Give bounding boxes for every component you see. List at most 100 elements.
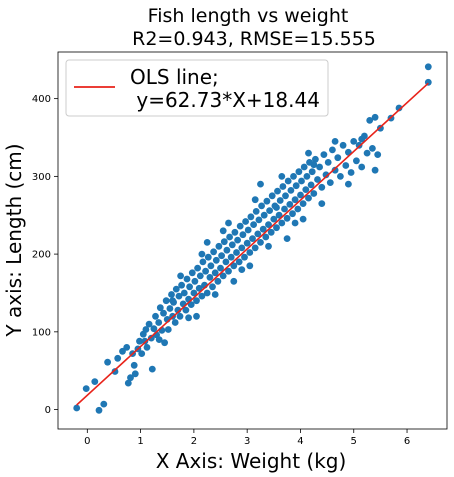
y-tick-label: 100	[32, 327, 51, 338]
data-point	[91, 378, 98, 385]
data-point	[278, 220, 285, 227]
data-point	[177, 273, 184, 280]
data-point	[149, 366, 156, 373]
data-point	[280, 183, 287, 190]
legend-label-line1: OLS line;	[130, 65, 219, 89]
data-point	[300, 216, 307, 223]
data-point	[172, 319, 179, 326]
data-point	[296, 168, 303, 175]
data-point	[138, 350, 145, 357]
data-point	[237, 223, 244, 230]
x-tick-label: 5	[351, 436, 357, 447]
data-point	[302, 186, 309, 193]
data-point	[194, 265, 201, 272]
data-point	[294, 206, 301, 213]
legend-label-line2: y=62.73*X+18.44	[130, 88, 320, 112]
data-point	[250, 221, 257, 228]
data-point	[223, 259, 230, 266]
y-tick-label: 400	[32, 94, 51, 105]
data-point	[230, 278, 237, 285]
data-point	[186, 283, 193, 290]
data-point	[200, 259, 207, 266]
data-point	[293, 182, 300, 189]
data-point	[83, 385, 90, 392]
data-point	[207, 274, 214, 281]
data-point	[193, 313, 200, 320]
data-point	[372, 114, 379, 121]
data-point	[309, 168, 316, 175]
data-point	[114, 355, 121, 362]
y-tick-label: 300	[32, 172, 51, 183]
y-axis-label: Y axis: Length (cm)	[2, 143, 26, 337]
data-point	[257, 239, 264, 246]
data-point	[218, 252, 225, 259]
data-point	[199, 251, 206, 258]
data-point	[155, 319, 162, 326]
data-point	[266, 207, 273, 214]
data-point	[167, 305, 174, 312]
data-point	[212, 291, 219, 298]
x-tick-label: 3	[244, 436, 250, 447]
data-point	[123, 344, 130, 351]
y-tick-label: 200	[32, 250, 51, 261]
x-tick-label: 4	[297, 436, 303, 447]
data-point	[261, 212, 268, 219]
data-point	[318, 200, 325, 207]
data-point	[232, 229, 239, 236]
data-point	[143, 326, 150, 333]
chart-title-line1: Fish length vs weight	[148, 5, 349, 27]
y-tick-label: 0	[45, 405, 51, 416]
data-point	[226, 234, 233, 241]
data-point	[288, 187, 295, 194]
data-point	[229, 241, 236, 248]
data-point	[192, 278, 199, 285]
data-point	[342, 162, 349, 169]
data-point	[100, 401, 107, 408]
data-point	[221, 238, 228, 245]
data-point	[345, 181, 352, 188]
data-point	[364, 150, 371, 157]
data-point	[213, 257, 220, 264]
data-point	[284, 215, 291, 222]
data-point	[246, 262, 253, 269]
data-point	[290, 173, 297, 180]
data-point	[156, 336, 163, 343]
x-tick-label: 6	[404, 436, 410, 447]
data-point	[189, 269, 196, 276]
data-point	[204, 290, 211, 297]
data-point	[258, 203, 265, 210]
data-point	[73, 405, 80, 412]
data-point	[292, 220, 299, 227]
data-point	[132, 370, 139, 377]
data-point	[208, 262, 215, 269]
data-point	[321, 151, 328, 158]
data-point	[289, 210, 296, 217]
data-point	[168, 291, 175, 298]
data-point	[181, 290, 188, 297]
data-point	[340, 142, 347, 149]
data-point	[225, 220, 232, 227]
data-point	[274, 188, 281, 195]
data-point	[252, 245, 259, 252]
data-point	[334, 154, 341, 161]
data-point	[185, 314, 192, 321]
data-point	[233, 249, 240, 256]
x-tick-label: 0	[84, 436, 90, 447]
data-point	[169, 297, 176, 304]
x-tick-label: 1	[137, 436, 143, 447]
data-point	[144, 344, 151, 351]
data-point	[178, 282, 185, 289]
data-point	[220, 227, 227, 234]
data-point	[310, 161, 317, 168]
data-point	[316, 164, 323, 171]
data-point	[369, 145, 376, 152]
data-point	[305, 150, 312, 157]
data-point	[228, 254, 235, 261]
data-point	[372, 167, 379, 174]
data-point	[252, 196, 259, 203]
data-point	[204, 239, 211, 246]
data-point	[131, 362, 138, 369]
data-point	[177, 313, 184, 320]
data-point	[152, 313, 159, 320]
data-point	[202, 268, 209, 275]
